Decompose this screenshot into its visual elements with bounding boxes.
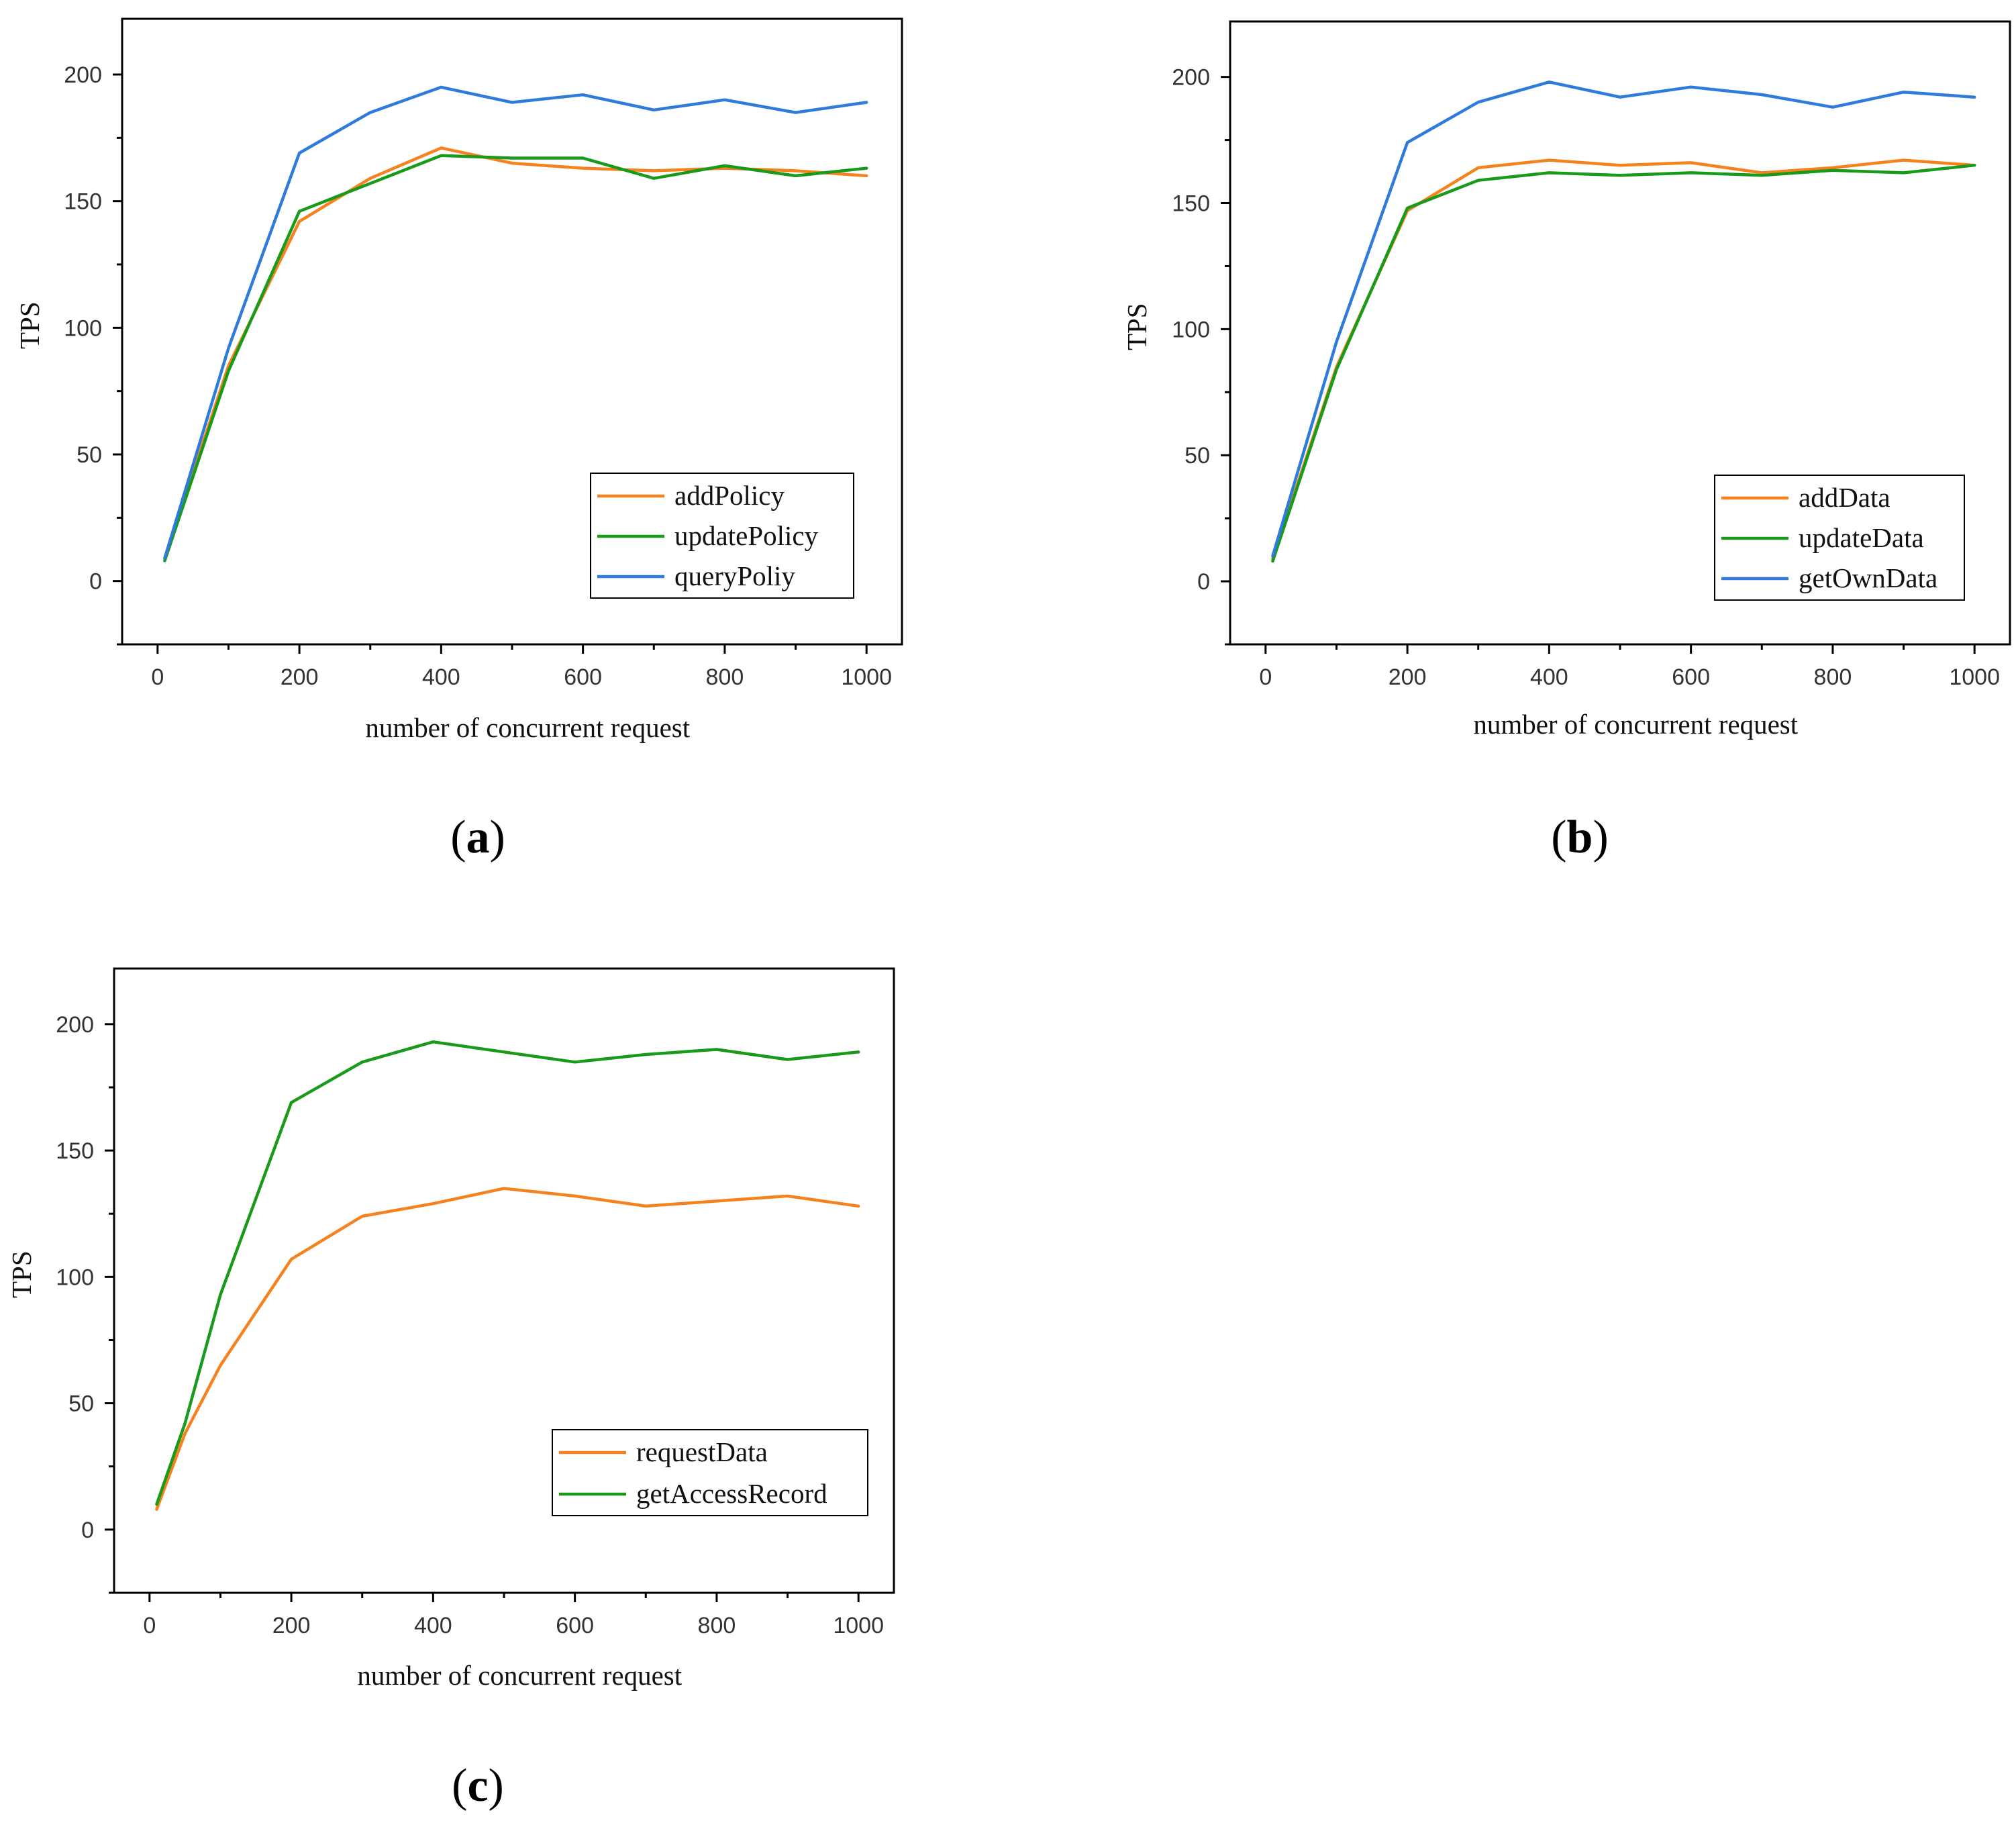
legend-label-requestData: requestData <box>636 1436 768 1467</box>
panel-caption: (b) <box>1551 811 1609 863</box>
series-line-getAccessRecord <box>155 1040 860 1506</box>
chart-panel-a: 0 50 100 150 200 0 200 400 600 800 1000 number of c… <box>14 17 903 863</box>
x-tick-label: 800 <box>698 1613 736 1638</box>
x-tick-label: 600 <box>1672 665 1710 690</box>
y-tick-label: 0 <box>81 1518 94 1543</box>
chart-panel-b: 0 50 100 150 200 0 200 400 600 800 1000 number of c… <box>1121 20 2011 863</box>
legend: requestData getAccessRecord <box>552 1429 868 1516</box>
x-axis-title: number of concurrent request <box>1473 709 1798 740</box>
x-tick-label: 0 <box>143 1613 156 1638</box>
y-tick-label: 50 <box>77 442 102 468</box>
legend-label-getAccessRecord: getAccessRecord <box>636 1478 827 1509</box>
y-tick-label: 150 <box>64 189 102 215</box>
y-axis-title: TPS <box>1121 303 1152 350</box>
y-tick-label: 200 <box>1172 65 1210 91</box>
series-line-getOwnData <box>1271 80 1976 558</box>
y-tick-label: 50 <box>1185 443 1210 469</box>
y-tick-label: 200 <box>56 1012 94 1038</box>
series-line-requestData <box>155 1187 860 1511</box>
legend-label-addPolicy: addPolicy <box>674 480 785 511</box>
x-tick-label: 400 <box>1530 665 1568 690</box>
y-tick-label: 100 <box>1172 317 1210 342</box>
y-axis-title: TPS <box>14 301 45 349</box>
y-tick-label: 0 <box>89 569 102 595</box>
series-line-updateData <box>1271 163 1976 563</box>
x-tick-label: 1000 <box>841 665 892 690</box>
series-line-queryPoliy <box>163 85 868 560</box>
x-tick-label: 200 <box>281 665 319 690</box>
x-tick-label: 200 <box>272 1613 311 1638</box>
x-tick-label: 1000 <box>1949 665 2000 690</box>
x-axis-title: number of concurrent request <box>365 712 690 743</box>
y-tick-label: 200 <box>64 62 102 88</box>
x-tick-label: 400 <box>414 1613 452 1638</box>
series-line-updatePolicy <box>163 154 868 562</box>
chart-panel-c: 0 50 100 150 200 0 200 400 600 800 1000 number of c… <box>6 967 895 1812</box>
legend-label-updatePolicy: updatePolicy <box>674 520 819 551</box>
y-tick-label: 150 <box>56 1138 94 1164</box>
legend-label-getOwnData: getOwnData <box>1799 562 1937 593</box>
legend-label-queryPoliy: queryPoliy <box>674 560 795 591</box>
x-tick-label: 200 <box>1389 665 1427 690</box>
x-tick-label: 800 <box>706 665 744 690</box>
y-tick-label: 100 <box>56 1265 94 1290</box>
x-axis-title: number of concurrent request <box>357 1660 682 1691</box>
panel-caption: (c) <box>452 1760 504 1812</box>
legend-box <box>552 1429 868 1516</box>
y-tick-label: 0 <box>1197 569 1210 595</box>
x-tick-label: 1000 <box>833 1613 884 1638</box>
x-tick-label: 800 <box>1814 665 1852 690</box>
y-tick-label: 50 <box>68 1391 94 1417</box>
x-tick-label: 600 <box>556 1613 594 1638</box>
x-tick-label: 0 <box>1259 665 1272 690</box>
panel-caption: (a) <box>450 811 505 863</box>
x-tick-label: 600 <box>564 665 602 690</box>
legend: addPolicy updatePolicy queryPoliy <box>590 473 854 599</box>
y-tick-label: 100 <box>64 315 102 341</box>
x-tick-label: 0 <box>151 665 164 690</box>
legend-label-updateData: updateData <box>1799 522 1924 553</box>
legend-label-addData: addData <box>1799 482 1891 513</box>
legend: addData updateData getOwnData <box>1714 475 1965 601</box>
x-tick-label: 400 <box>422 665 460 690</box>
y-tick-label: 150 <box>1172 191 1210 217</box>
y-axis-title: TPS <box>6 1250 37 1298</box>
